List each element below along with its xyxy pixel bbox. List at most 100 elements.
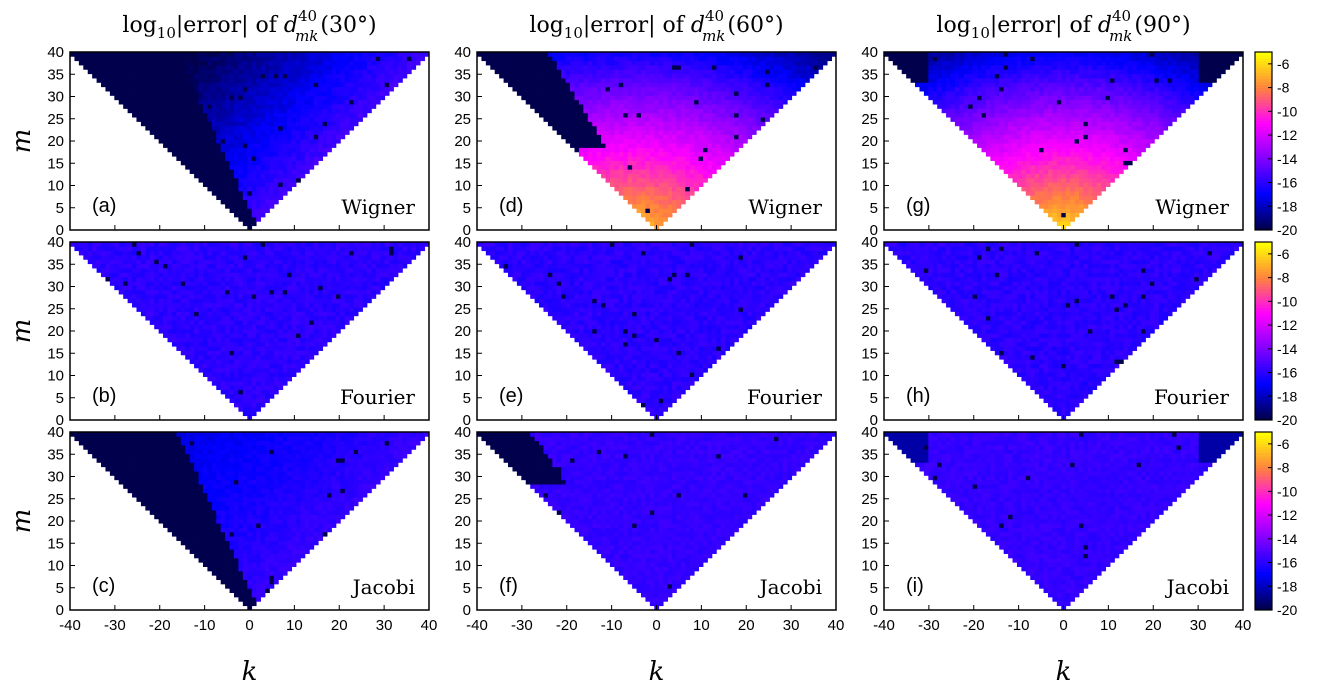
heatmap-cell — [136, 268, 141, 273]
heatmap-cell — [283, 281, 288, 286]
heatmap-cell — [199, 148, 204, 153]
heatmap-cell — [287, 545, 292, 550]
heatmap-cell — [269, 69, 274, 74]
heatmap-cell — [216, 514, 221, 519]
heatmap-cell — [230, 95, 235, 100]
heatmap-cell — [265, 87, 270, 92]
heatmap-cell — [265, 69, 270, 74]
heatmap-cell — [274, 493, 279, 498]
heatmap-cell — [207, 272, 212, 277]
heatmap-cell — [176, 329, 181, 334]
heatmap-cell — [79, 441, 84, 446]
heatmap-cell — [269, 484, 274, 489]
heatmap-cell — [358, 484, 363, 489]
heatmap-cell — [230, 268, 235, 273]
heatmap-cell — [212, 178, 217, 183]
heatmap-cell — [367, 467, 372, 472]
heatmap-cell — [97, 454, 102, 459]
heatmap-cell — [225, 506, 230, 511]
heatmap-cell — [252, 78, 257, 83]
heatmap-cell — [150, 493, 155, 498]
heatmap-cell — [274, 277, 279, 282]
heatmap-cell — [256, 272, 261, 277]
heatmap-cell — [354, 298, 359, 303]
heatmap-cell — [363, 78, 368, 83]
heatmap-cell — [221, 501, 226, 506]
heatmap-cell — [274, 359, 279, 364]
heatmap-cell — [159, 69, 164, 74]
heatmap-cell — [274, 571, 279, 576]
heatmap-cell — [207, 152, 212, 157]
heatmap-cell — [247, 78, 252, 83]
heatmap-cell — [327, 333, 332, 338]
heatmap-cell — [150, 264, 155, 269]
heatmap-cell — [145, 246, 150, 251]
heatmap-cell — [110, 272, 115, 277]
heatmap-cell — [207, 61, 212, 66]
heatmap-cell — [376, 467, 381, 472]
heatmap-cell — [380, 467, 385, 472]
heatmap-cell — [234, 303, 239, 308]
heatmap-cell — [185, 251, 190, 256]
heatmap-cell — [176, 148, 181, 153]
heatmap-cell — [309, 303, 314, 308]
heatmap-cell — [314, 134, 319, 139]
heatmap-cell — [256, 65, 261, 70]
heatmap-cell — [336, 484, 341, 489]
heatmap-cell — [185, 488, 190, 493]
heatmap-cell — [216, 307, 221, 312]
heatmap-cell — [363, 272, 368, 277]
heatmap-cell — [340, 281, 345, 286]
heatmap-cell — [163, 56, 168, 61]
heatmap-cell — [327, 467, 332, 472]
heatmap-cell — [309, 467, 314, 472]
heatmap-cell — [261, 95, 266, 100]
heatmap-cell — [194, 436, 199, 441]
heatmap-cell — [136, 285, 141, 290]
heatmap-cell — [141, 56, 146, 61]
heatmap-cell — [159, 95, 164, 100]
heatmap-cell — [252, 462, 257, 467]
heatmap-cell — [238, 377, 243, 382]
heatmap-cell — [110, 268, 115, 273]
heatmap-cell — [398, 69, 403, 74]
heatmap-cell — [385, 82, 390, 87]
heatmap-cell — [305, 121, 310, 126]
heatmap-cell — [296, 449, 301, 454]
heatmap-cell — [345, 290, 350, 295]
heatmap-cell — [230, 541, 235, 546]
heatmap-cell — [252, 208, 257, 213]
panel-label: (a) — [92, 195, 116, 217]
heatmap-cell — [105, 445, 110, 450]
heatmap-cell — [252, 165, 257, 170]
heatmap-cell — [318, 121, 323, 126]
heatmap-cell — [203, 178, 208, 183]
heatmap-cell — [354, 471, 359, 476]
heatmap-cell — [296, 467, 301, 472]
heatmap-cell — [181, 528, 186, 533]
heatmap-cell — [278, 488, 283, 493]
heatmap-cell — [212, 458, 217, 463]
heatmap-cell — [363, 277, 368, 282]
heatmap-cell — [256, 454, 261, 459]
heatmap-cell — [274, 156, 279, 161]
heatmap-cell — [221, 519, 226, 524]
heatmap-cell — [230, 117, 235, 122]
heatmap-cell — [190, 104, 195, 109]
heatmap-cell — [225, 462, 230, 467]
heatmap-cell — [185, 493, 190, 498]
heatmap-cell — [283, 182, 288, 187]
heatmap-cell — [110, 74, 115, 79]
heatmap-cell — [238, 311, 243, 316]
heatmap-cell — [265, 475, 270, 480]
heatmap-cell — [243, 221, 248, 226]
heatmap-cell — [141, 285, 146, 290]
heatmap-cell — [203, 441, 208, 446]
heatmap-cell — [207, 377, 212, 382]
heatmap-cell — [190, 458, 195, 463]
heatmap-cell — [136, 65, 141, 70]
heatmap-cell — [411, 61, 416, 66]
heatmap-cell — [194, 174, 199, 179]
heatmap-cell — [380, 277, 385, 282]
heatmap-cell — [252, 390, 257, 395]
